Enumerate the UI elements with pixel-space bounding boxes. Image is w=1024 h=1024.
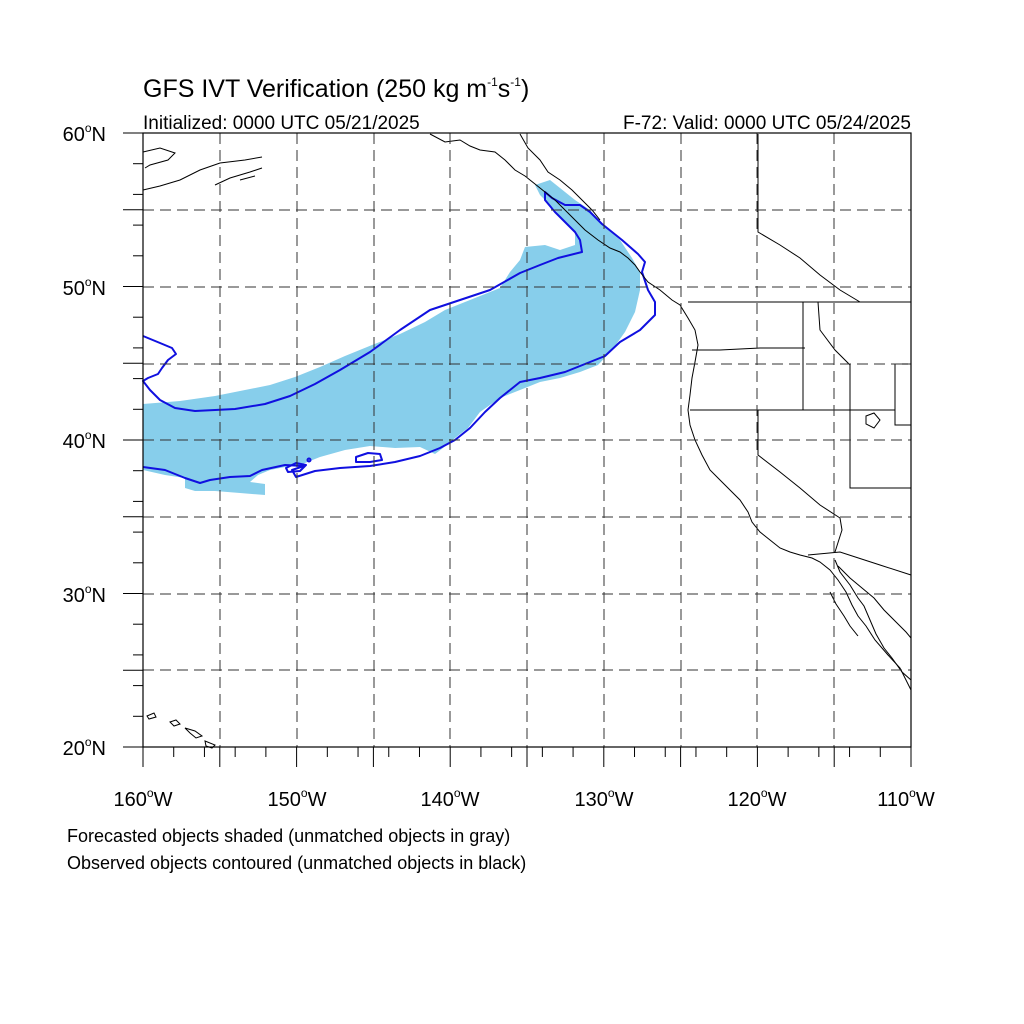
observed-ivt-object-small-2 [285,462,307,473]
map-title: GFS IVT Verification (250 kg m-1s-1) [143,75,529,103]
forecast-ivt-object-main [143,180,640,495]
lon-label-140: 140oW [421,786,480,811]
initialized-time: Initialized: 0000 UTC 05/21/2025 [143,113,420,134]
lat-label-40: 40oN [63,428,106,453]
lat-label-30: 30oN [63,582,106,607]
lon-label-130: 130oW [575,786,634,811]
observed-ivt-object-main [142,191,656,484]
west-coast-north-america [639,271,912,691]
map-frame [142,132,912,748]
utah-wyoming-border [894,363,911,426]
observed-objects [142,191,656,484]
canada-province-border [757,134,861,303]
lat-label-20: 20oN [63,735,106,760]
longitude-labels: 160oW 150oW 140oW 130oW 120oW 110oW [114,786,935,811]
great-lakes-salt-lake [865,412,881,429]
us-mexico-border [807,551,912,576]
lon-label-120: 120oW [728,786,787,811]
lon-label-160: 160oW [114,786,173,811]
alaska-coast [142,133,641,273]
oregon-washington-border [692,347,805,351]
hawaii-islands [146,712,216,749]
lon-label-150: 150oW [268,786,327,811]
caption-observed: Observed objects contoured (unmatched ob… [67,853,527,873]
lat-label-50: 50oN [63,275,106,300]
political-borders [688,134,912,576]
graticule [143,133,911,747]
nevada-utah-border [849,410,911,489]
forecast-objects [143,180,640,495]
observed-ivt-object-small-1 [355,452,383,463]
caption-forecast: Forecasted objects shaded (unmatched obj… [67,826,511,846]
valid-time: F-72: Valid: 0000 UTC 05/24/2025 [623,113,911,134]
nevada-california-border [757,410,841,519]
lon-label-110: 110oW [877,786,935,811]
gulf-of-california-coast [837,565,912,639]
latitude-labels: 60oN 50oN 40oN 30oN 20oN [63,121,106,760]
lat-label-60: 60oN [63,121,106,146]
idaho-border [802,301,851,410]
baja-california-coast [829,559,912,681]
observed-ivt-object-dot [306,457,312,463]
arizona-border [834,517,843,553]
axis-ticks [123,132,912,767]
